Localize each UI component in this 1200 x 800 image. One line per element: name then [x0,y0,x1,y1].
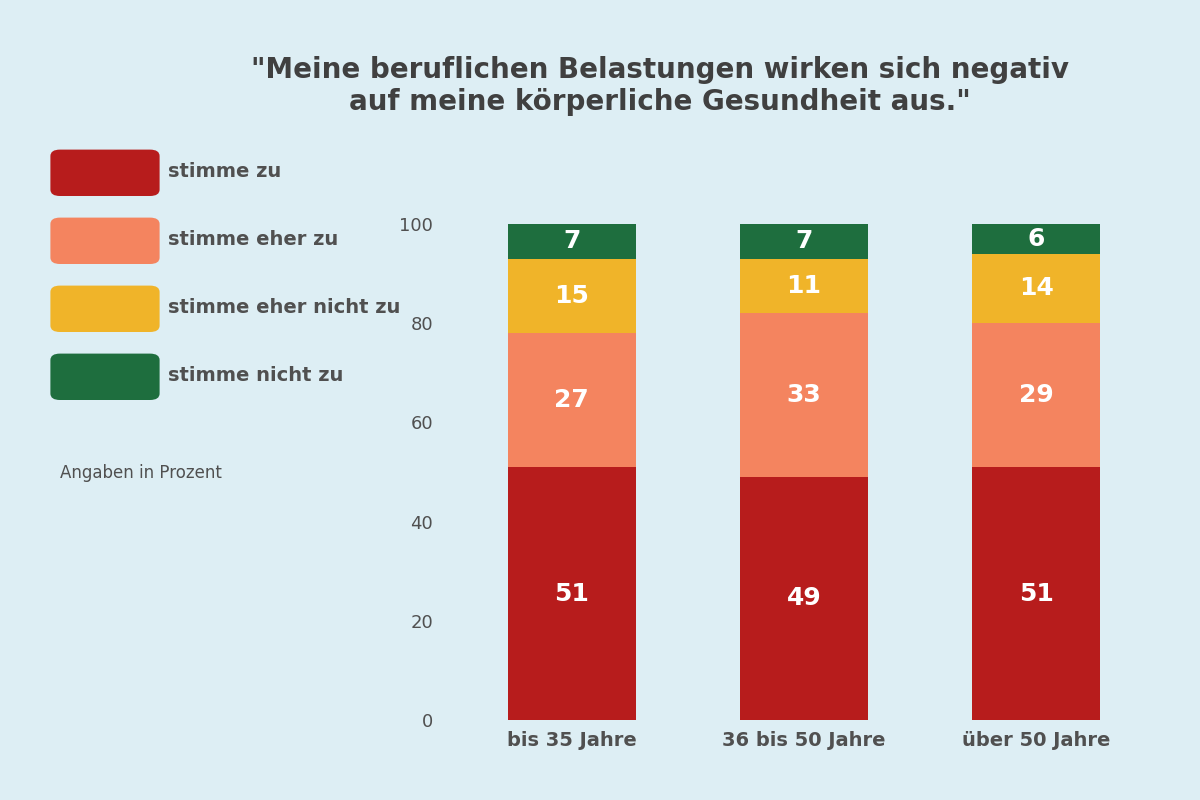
Bar [508,467,636,720]
Text: 49: 49 [787,586,821,610]
Text: stimme zu: stimme zu [168,162,281,181]
Bar [740,224,868,258]
Text: stimme eher nicht zu: stimme eher nicht zu [168,298,401,317]
Text: 29: 29 [1019,383,1054,407]
Bar [508,224,636,258]
Bar [508,333,636,467]
Bar [508,258,636,333]
Text: stimme eher zu: stimme eher zu [168,230,338,249]
Text: 7: 7 [796,230,812,254]
Bar [972,224,1100,254]
Bar [972,254,1100,323]
Text: 33: 33 [787,383,821,407]
Bar [740,477,868,720]
Bar [972,323,1100,467]
Text: stimme nicht zu: stimme nicht zu [168,366,343,385]
Bar [972,467,1100,720]
Text: 7: 7 [563,230,581,254]
Text: 15: 15 [554,284,589,308]
Text: 51: 51 [1019,582,1054,606]
Text: 6: 6 [1027,227,1045,251]
Text: 11: 11 [786,274,822,298]
Text: 14: 14 [1019,277,1054,301]
Text: "Meine beruflichen Belastungen wirken sich negativ
auf meine körperliche Gesundh: "Meine beruflichen Belastungen wirken si… [251,56,1069,116]
Text: 51: 51 [554,582,589,606]
Bar [740,314,868,477]
Text: 27: 27 [554,388,589,412]
Text: Angaben in Prozent: Angaben in Prozent [60,464,222,482]
Bar [740,258,868,314]
